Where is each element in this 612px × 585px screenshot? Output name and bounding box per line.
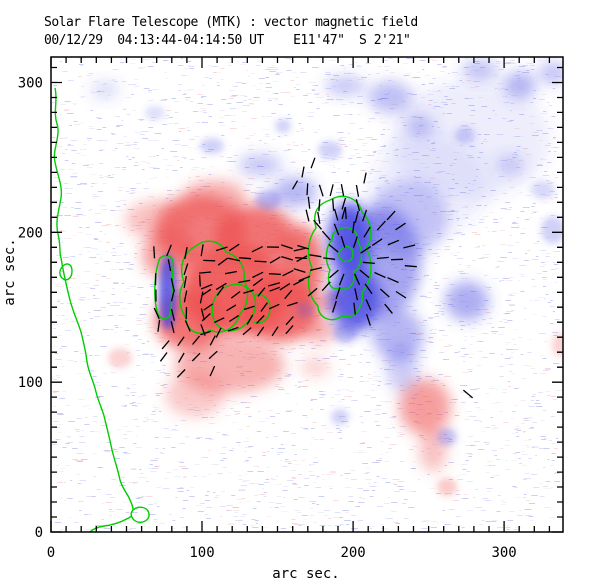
field-contour (154, 254, 175, 320)
field-contour (338, 245, 354, 263)
x-tick-label: 200 (340, 545, 365, 561)
x-axis-title: arc sec. (272, 566, 339, 582)
limb-contour (130, 506, 150, 523)
y-tick-label: 100 (18, 375, 43, 391)
x-tick-label: 100 (189, 545, 214, 561)
figure-subtitle: 00/12/29 04:13:44-04:14:50 UT E11'47" S … (44, 33, 411, 48)
x-tick-label: 0 (47, 545, 55, 561)
vector-layer (153, 157, 474, 399)
field-contour (307, 195, 372, 321)
limb-contour (59, 263, 73, 281)
field-contour (179, 240, 249, 334)
y-tick-label: 300 (18, 76, 43, 92)
limb-contour (89, 515, 133, 532)
plot-layers (51, 57, 563, 532)
x-tick-label: 300 (491, 545, 516, 561)
y-tick-label: 0 (35, 525, 43, 541)
y-axis-title: arc sec. (2, 238, 18, 305)
axis-ticks (50, 57, 563, 533)
tick-labels: 0 100 200 300 0 100 200 300 (18, 76, 517, 562)
y-tick-label: 200 (18, 225, 43, 241)
limb-contour (53, 87, 134, 511)
plot-frame (50, 56, 564, 533)
figure-title: Solar Flare Telescope (MTK) : vector mag… (44, 15, 418, 30)
